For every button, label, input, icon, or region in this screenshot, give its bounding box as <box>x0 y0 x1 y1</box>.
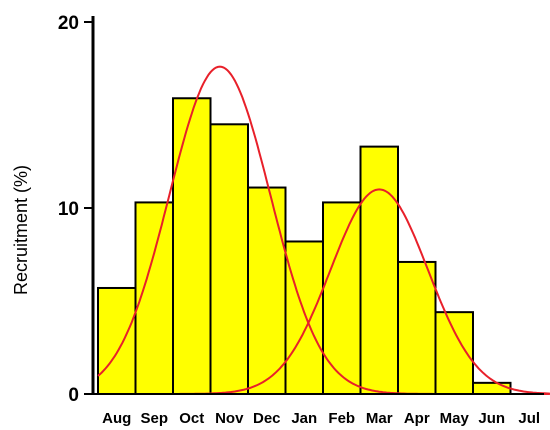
x-tick-label-feb: Feb <box>328 410 355 427</box>
y-tick-label-10: 10 <box>58 199 79 220</box>
x-tick-label-apr: Apr <box>404 410 430 427</box>
bar-oct <box>172 97 212 395</box>
x-ticks-group: Aug Sep Oct Nov Dec Jan Feb Mar Apr May Jun Jul <box>102 410 540 427</box>
x-tick-label-jun: Jun <box>478 410 505 427</box>
x-tick-label-dec: Dec <box>253 410 281 427</box>
x-tick-label-mar: Mar <box>366 410 393 427</box>
bar-dec <box>247 186 287 395</box>
bar-apr <box>397 260 437 395</box>
x-tick-label-nov: Nov <box>215 410 244 427</box>
y-ticks-group: 0 10 20 <box>58 13 93 406</box>
bar-feb <box>322 201 362 395</box>
bar-mar <box>359 145 399 395</box>
bar-sep <box>134 201 174 395</box>
x-tick-label-jul: Jul <box>518 410 540 427</box>
x-tick-label-may: May <box>440 410 470 427</box>
x-tick-label-jan: Jan <box>291 410 317 427</box>
y-axis-title: Recruitment (%) <box>11 165 31 295</box>
bars-group <box>97 97 512 396</box>
bar-aug <box>97 286 137 396</box>
axes-group <box>91 16 544 395</box>
y-tick-label-20: 20 <box>58 13 79 34</box>
bar-nov <box>209 123 249 396</box>
x-tick-label-sep: Sep <box>140 410 168 427</box>
bar-jan <box>284 240 324 395</box>
x-tick-label-oct: Oct <box>179 410 204 427</box>
x-tick-label-aug: Aug <box>102 410 131 427</box>
bar-jun <box>472 381 512 395</box>
y-tick-label-0: 0 <box>68 385 79 406</box>
